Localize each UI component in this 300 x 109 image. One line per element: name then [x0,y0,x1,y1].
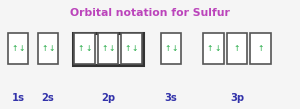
Text: Orbital notation for Sulfur: Orbital notation for Sulfur [70,8,230,18]
Text: ↓: ↓ [172,44,178,53]
Text: ↑: ↑ [11,44,17,53]
Text: ↓: ↓ [19,44,25,53]
Text: ↑: ↑ [234,44,240,53]
Text: 3s: 3s [165,93,177,103]
Text: ↓: ↓ [132,44,138,53]
Bar [8,33,28,64]
Bar [121,33,142,64]
Text: 2s: 2s [42,93,54,103]
Text: ↓: ↓ [85,44,92,53]
Text: ↑: ↑ [257,44,264,53]
Text: ↑: ↑ [41,44,47,53]
Bar [98,33,118,64]
Text: ↑: ↑ [124,44,131,53]
Bar [74,33,95,64]
Text: ↓: ↓ [214,44,220,53]
Bar [227,33,247,64]
Bar [38,33,58,64]
Text: 1s: 1s [11,93,25,103]
Bar [73,33,143,65]
Text: ↑: ↑ [207,44,213,53]
Text: ↑: ↑ [78,44,84,53]
Bar [161,33,181,64]
Text: ↑: ↑ [164,44,170,53]
Text: ↓: ↓ [109,44,115,53]
Bar [250,33,271,64]
Bar [203,33,224,64]
Text: 3p: 3p [230,93,244,103]
Text: ↑: ↑ [101,44,107,53]
Text: ↓: ↓ [49,44,55,53]
Text: 2p: 2p [101,93,115,103]
